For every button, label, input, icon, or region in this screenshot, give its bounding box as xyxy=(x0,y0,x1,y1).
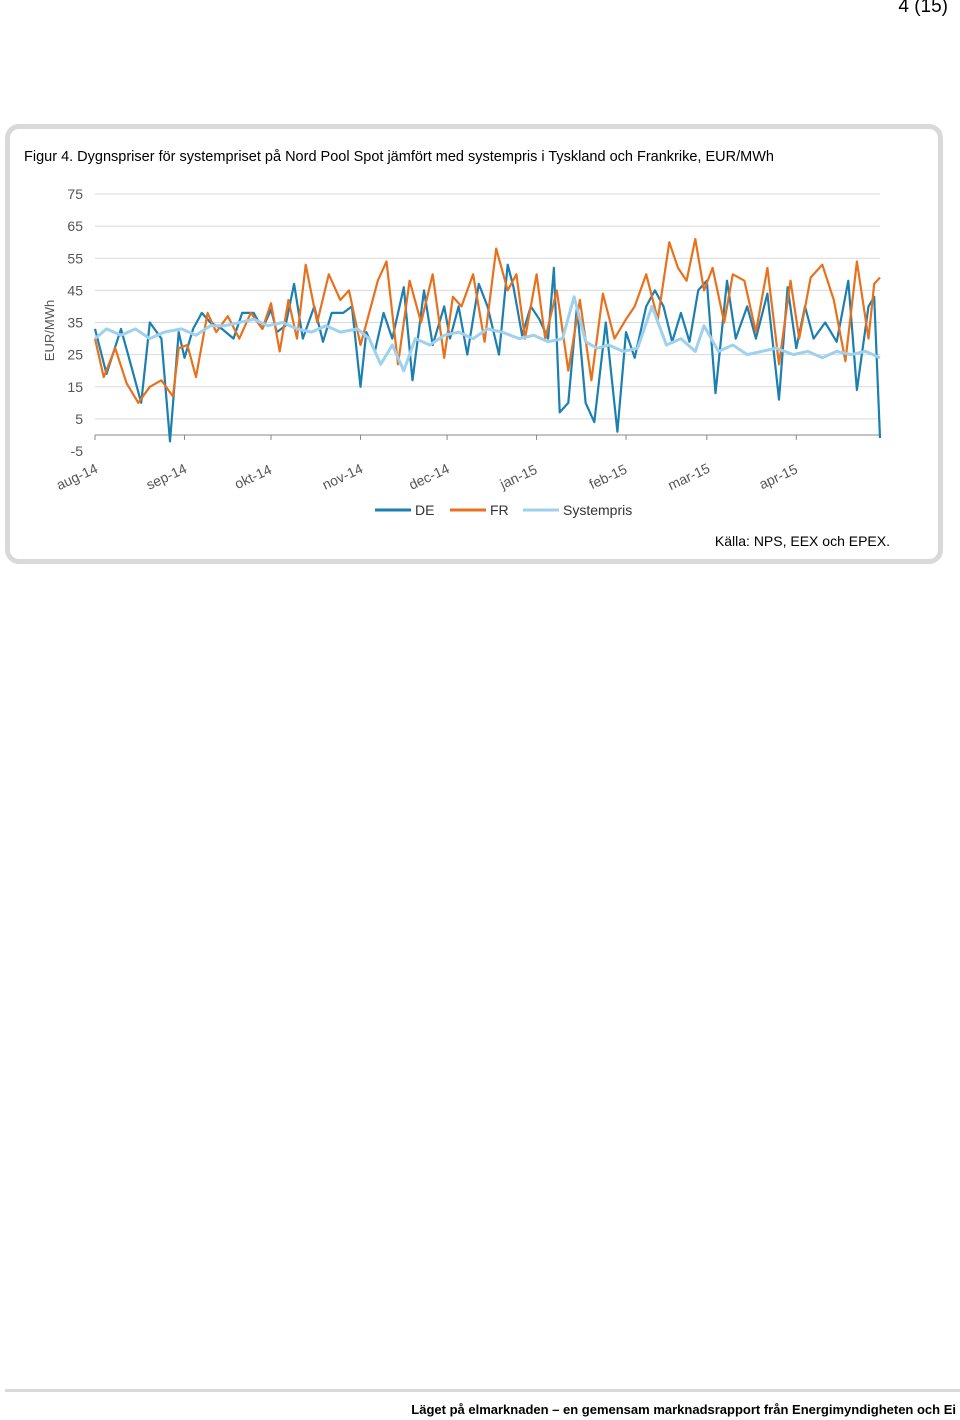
line-chart: 75 65 55 45 35 25 15 5 -5 EUR/MWh aug-14 sep-14 okt-… xyxy=(42,186,882,518)
y-tick-label: 65 xyxy=(67,218,83,234)
x-tick-label: dec-14 xyxy=(406,460,452,493)
footer-rule xyxy=(5,1389,960,1392)
footer-text: Läget på elmarknaden – en gemensam markn… xyxy=(411,1402,956,1417)
series-line-systempris xyxy=(94,295,881,373)
x-tick-label: jan-15 xyxy=(497,461,540,492)
x-tick-label: sep-14 xyxy=(144,460,190,493)
y-tick-label: -5 xyxy=(71,443,84,459)
legend-label: FR xyxy=(490,502,509,518)
series-line-fr xyxy=(93,237,881,404)
y-tick-label: 75 xyxy=(67,186,83,202)
x-tick-label: apr-15 xyxy=(756,461,800,493)
y-tick-label: 55 xyxy=(67,250,83,266)
legend-label: DE xyxy=(415,502,434,518)
legend-label: Systempris xyxy=(563,502,632,518)
y-tick-label: 35 xyxy=(67,315,83,331)
x-tick-label: aug-14 xyxy=(54,460,100,493)
source-note: Källa: NPS, EEX och EPEX. xyxy=(714,533,890,549)
x-tick-label: mar-15 xyxy=(665,460,712,493)
y-axis-label: EUR/MWh xyxy=(42,300,57,361)
y-tick-label: 45 xyxy=(67,282,83,298)
y-tick-label: 15 xyxy=(67,379,83,395)
y-tick-label: 5 xyxy=(75,411,83,427)
x-tick-label: feb-15 xyxy=(587,461,630,492)
page-number: 4 (15) xyxy=(898,0,948,17)
x-tick-label: okt-14 xyxy=(232,461,274,492)
x-tick-label: nov-14 xyxy=(320,460,366,493)
figure-box: Figur 4. Dygnspriser för systempriset på… xyxy=(5,124,943,564)
y-tick-label: 25 xyxy=(67,347,83,363)
figure-caption: Figur 4. Dygnspriser för systempriset på… xyxy=(24,149,774,165)
